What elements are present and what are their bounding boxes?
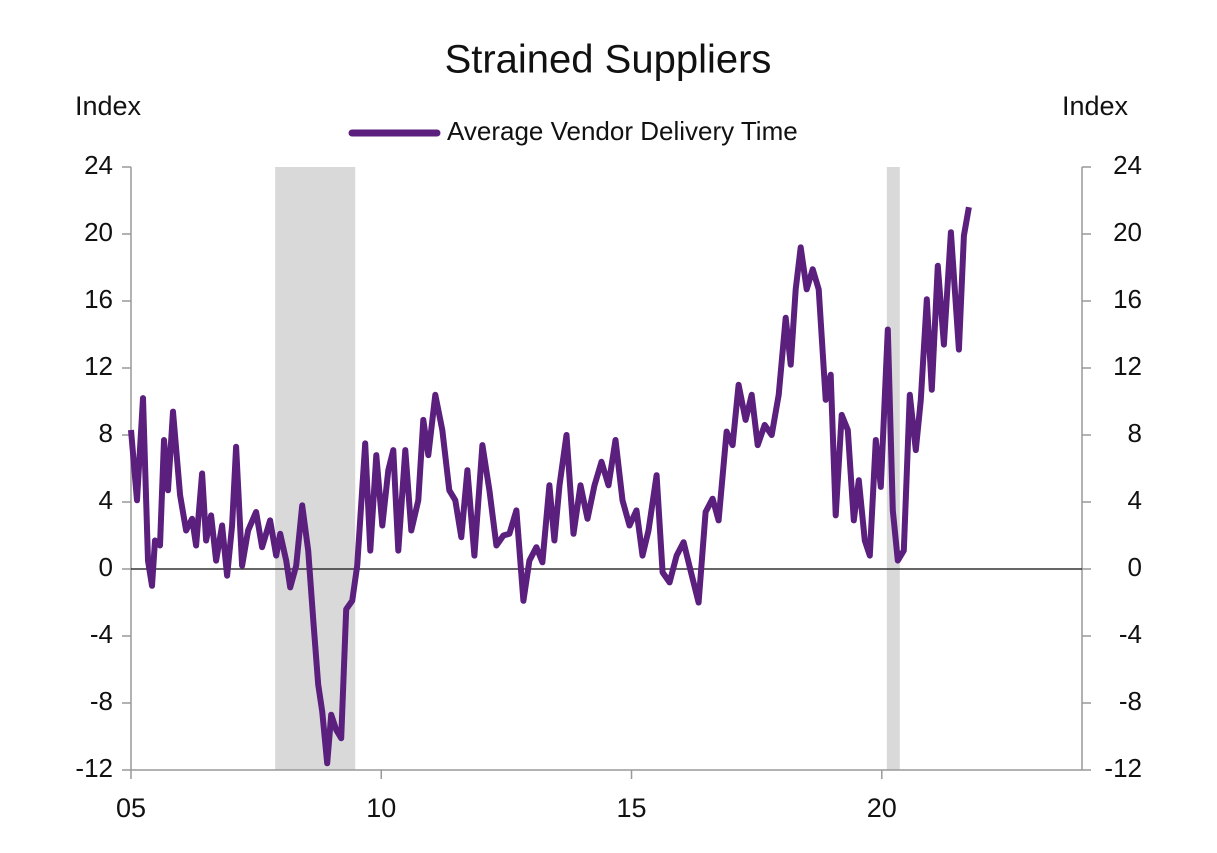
y-axis-label: Index [75,91,142,121]
y2-tick-label: -4 [1119,619,1142,649]
y-tick-label: -4 [90,619,113,649]
x-tick-label: 10 [366,793,396,823]
x-tick-label: 05 [116,793,146,823]
y2-tick-label: 20 [1113,217,1142,247]
legend-label: Average Vendor Delivery Time [447,116,798,146]
data-line [128,206,972,767]
y-tick-label: 4 [99,485,113,515]
y2-tick-label: -8 [1119,686,1142,716]
y-tick-label: 20 [84,217,113,247]
y-tick-label: 24 [84,150,113,180]
y2-tick-label: 12 [1113,351,1142,381]
y-tick-label: -8 [90,686,113,716]
y2-tick-label: 24 [1113,150,1142,180]
y-tick-label: 12 [84,351,113,381]
y2-tick-label: 0 [1128,552,1142,582]
y-tick-label: 8 [99,418,113,448]
y2-tick-label: -12 [1104,753,1142,783]
x-tick-label: 15 [617,793,647,823]
y-tick-label: 16 [84,284,113,314]
y2-axis-label: Index [1062,91,1129,121]
x-tick-label: 20 [867,793,897,823]
y2-tick-label: 16 [1113,284,1142,314]
chart-title: Strained Suppliers [445,38,772,82]
y2-tick-label: 8 [1128,418,1142,448]
y2-tick-label: 4 [1128,485,1142,515]
y-tick-label: -12 [75,753,113,783]
y-tick-label: 0 [99,552,113,582]
